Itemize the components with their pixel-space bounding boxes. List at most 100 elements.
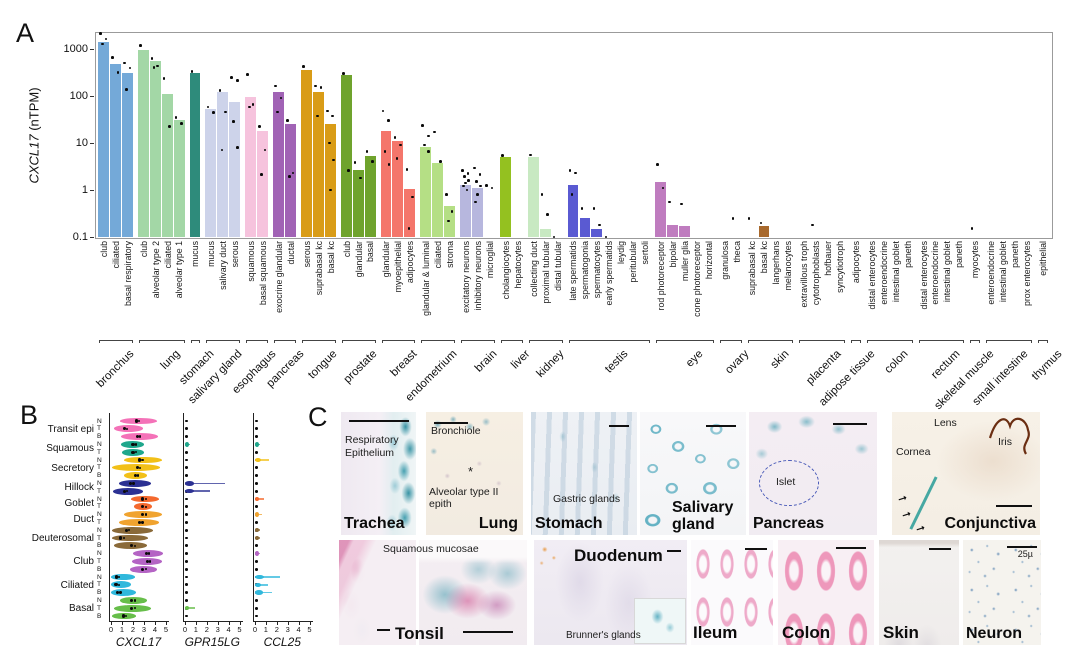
cell-type-label: serous xyxy=(301,241,312,268)
data-point xyxy=(251,103,255,106)
x-tick-label: 0 xyxy=(108,625,114,634)
median-dot xyxy=(114,583,118,587)
scale-bar xyxy=(833,423,867,425)
x-axis-line xyxy=(109,621,169,622)
bar-esophagus-squamous xyxy=(245,96,257,237)
x-tick-mark xyxy=(298,622,300,625)
scale-bar xyxy=(434,422,468,424)
cell-type-label: distal enterocytes xyxy=(866,241,877,310)
scale-bar xyxy=(745,548,767,550)
x-tick-mark xyxy=(185,622,186,625)
bar-salivary-gland-mucus xyxy=(205,109,217,237)
condition-letter: N xyxy=(97,456,102,464)
condition-letter: T xyxy=(97,487,102,495)
violin-group-label-Transit-epi: Transit epi xyxy=(47,423,94,435)
violin-body xyxy=(255,512,259,517)
data-point xyxy=(490,186,494,190)
cell-type-label: myocytes xyxy=(970,241,981,279)
bracket-tick xyxy=(911,340,913,343)
median-dot xyxy=(122,427,126,431)
annotation: Gastric glands xyxy=(553,493,621,505)
data-point xyxy=(224,110,227,114)
tissue-bracket xyxy=(246,340,268,341)
cell-type-label: epithelial xyxy=(1037,241,1048,276)
data-point xyxy=(731,216,735,220)
data-point xyxy=(393,136,397,139)
zero-dot xyxy=(185,591,189,594)
data-point xyxy=(274,84,277,88)
cell-type-label: suprabasal kc xyxy=(747,241,758,296)
cell-type-label: late spermatids xyxy=(568,241,579,301)
cell-type-label: salivary duct xyxy=(218,241,229,290)
tissue-label-thymus: thymus xyxy=(1029,348,1065,383)
condition-letter: B xyxy=(97,472,102,480)
histology-skin: Skin xyxy=(879,540,959,645)
cell-type-label: sertoli xyxy=(640,241,651,265)
condition-letter: T xyxy=(97,425,102,433)
cell-type-label: ciliated xyxy=(433,241,444,269)
data-point xyxy=(598,223,601,227)
data-point xyxy=(156,64,159,68)
scale-bar xyxy=(836,547,866,549)
data-point xyxy=(656,162,659,166)
bar-breast-glandular xyxy=(380,130,392,237)
data-point xyxy=(485,184,488,187)
bracket-tick xyxy=(414,340,416,343)
cell-type-label: stroma xyxy=(445,241,456,268)
bracket-tick xyxy=(239,340,241,343)
scale-bar xyxy=(349,420,409,422)
x-tick-label: 2 xyxy=(274,625,279,634)
cell-type-label: basal xyxy=(365,241,376,263)
bracket-tick xyxy=(500,340,502,343)
median-dot xyxy=(131,450,135,454)
bar-tongue-basal-kc xyxy=(324,124,336,237)
median-dot xyxy=(144,513,147,516)
histology-conjunctiva: Lens Iris Cornea ➞ ➞ ➞ Conjunctiva xyxy=(892,412,1040,535)
condition-letter: T xyxy=(97,518,102,526)
tile-label: Duodenum xyxy=(574,546,663,565)
tissue-bracket xyxy=(799,340,845,341)
data-point xyxy=(174,116,178,120)
violin-Deuterosomal-N xyxy=(112,526,153,534)
gene-label-CXCL17: CXCL17 xyxy=(115,635,162,649)
condition-letter: N xyxy=(97,479,102,487)
y-tick-mark xyxy=(90,95,94,97)
cell-type-label: paneth xyxy=(1010,241,1021,268)
violin-Deuterosomal-T xyxy=(112,534,149,542)
condition-letter: N xyxy=(97,417,102,425)
median-dot xyxy=(135,466,139,470)
x-tick-label: 5 xyxy=(307,625,312,634)
median-dot xyxy=(125,490,129,493)
violin-tail xyxy=(185,607,195,609)
tissue-label-kidney: kidney xyxy=(534,348,567,380)
data-point xyxy=(463,175,466,179)
data-point xyxy=(680,202,683,206)
tissue-bracket xyxy=(461,340,494,341)
condition-letter: T xyxy=(97,557,102,565)
cell-type-label: extravillous troph xyxy=(799,241,810,308)
data-point xyxy=(661,186,665,190)
median-dot xyxy=(144,552,148,556)
bracket-tick xyxy=(844,340,846,343)
tissue-bracket xyxy=(656,340,713,341)
data-point xyxy=(279,96,283,100)
cell-type-label: alveolar type 1 xyxy=(174,241,185,299)
violin-group-label-Hillock: Hillock xyxy=(64,482,94,494)
bar-bronchus-ciliated xyxy=(109,64,121,237)
data-point xyxy=(668,200,671,204)
data-point xyxy=(580,207,584,210)
violin-tail xyxy=(255,459,270,461)
bracket-tick xyxy=(183,340,185,343)
tile-label: Colon xyxy=(782,623,831,642)
median-dot xyxy=(116,591,120,595)
cell-type-label: horizontal xyxy=(703,241,714,280)
data-point xyxy=(104,37,108,41)
cell-type-label: glandular & luminal xyxy=(421,241,432,316)
unit-label: (nTPM) xyxy=(26,87,42,135)
cell-type-label: leydig xyxy=(616,241,627,264)
cell-type-label: early spermatids xyxy=(604,241,615,306)
cell-type-label: peritubular xyxy=(628,241,639,283)
data-point xyxy=(447,219,450,223)
bar-bronchus-basal-respiratory xyxy=(121,73,133,237)
